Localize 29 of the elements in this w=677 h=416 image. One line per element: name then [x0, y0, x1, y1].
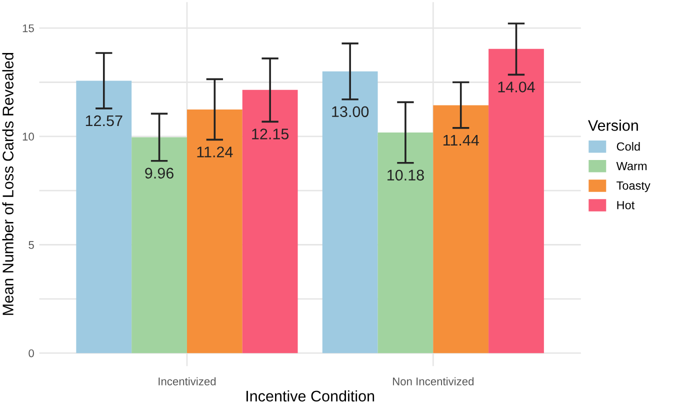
y-tick-label: 15	[22, 24, 34, 32]
data-label: 11.24	[197, 146, 233, 158]
bar	[76, 80, 132, 354]
y-tick-label: 10	[22, 132, 34, 141]
y-axis-title: Mean Number of Loss Cards Revealed	[2, 53, 14, 315]
bar	[378, 132, 434, 354]
data-label: 12.57	[86, 115, 122, 126]
data-label: 14.04	[498, 82, 535, 92]
legend-label: Hot	[617, 201, 635, 210]
data-label: 10.18	[388, 170, 424, 181]
bar	[242, 90, 298, 354]
data-label: 13.00	[332, 106, 369, 118]
y-tick-label: 0	[28, 349, 34, 358]
data-label: 11.44	[443, 135, 479, 146]
y-tick-label: 5	[28, 241, 34, 249]
x-axis-title: Incentive Condition	[246, 390, 374, 402]
legend-label: Toasty	[616, 182, 650, 192]
legend-label: Warm	[616, 162, 647, 170]
x-tick-label: Incentivized	[158, 377, 216, 386]
bar	[186, 110, 242, 354]
bar	[433, 105, 489, 354]
legend-label: Cold	[616, 142, 640, 151]
data-label: 9.96	[145, 168, 174, 179]
data-label: 12.15	[252, 128, 289, 140]
legend-title: Version	[588, 120, 638, 131]
x-tick-label: Non Incentivized	[393, 377, 474, 386]
bar	[322, 71, 378, 354]
bar	[488, 48, 544, 354]
bar	[132, 137, 187, 354]
